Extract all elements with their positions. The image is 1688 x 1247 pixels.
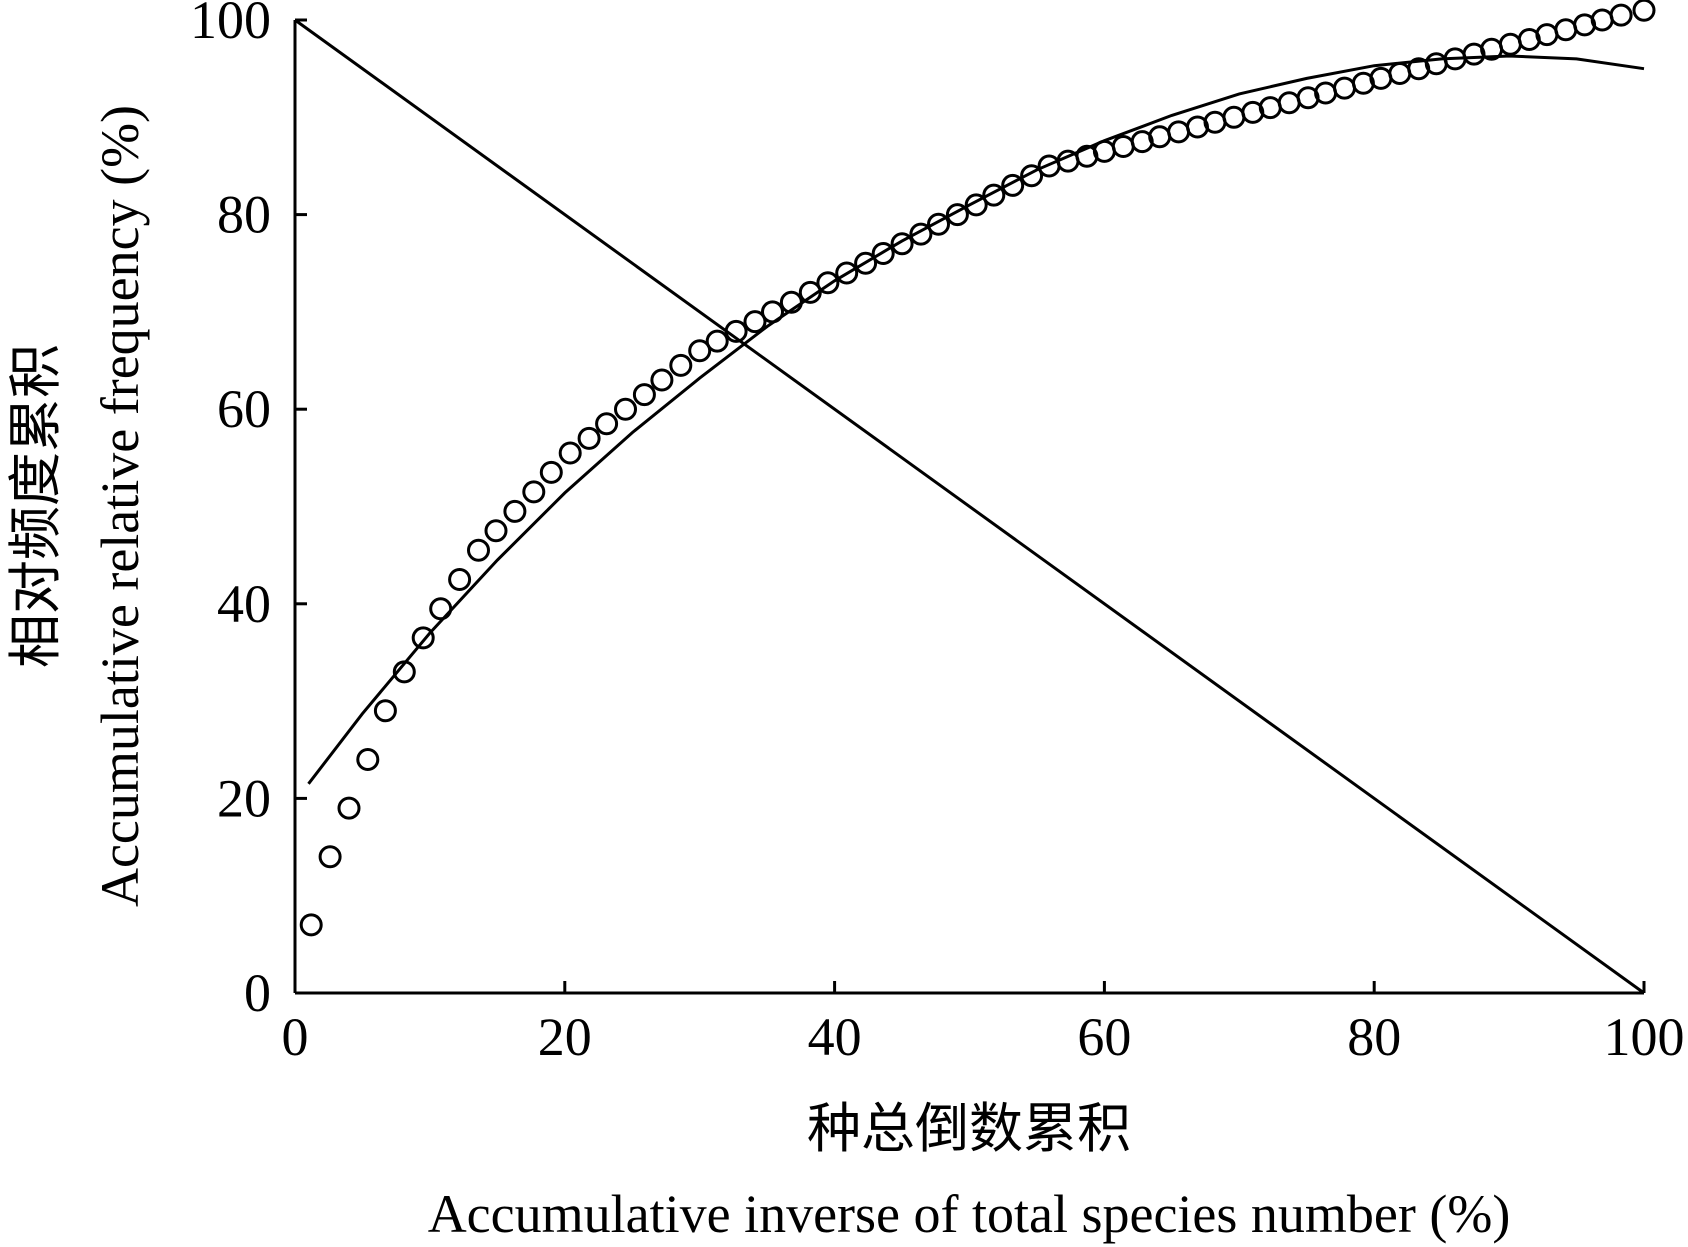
data-point — [1258, 96, 1282, 120]
x-tick-label: 40 — [808, 1007, 862, 1067]
data-point — [503, 499, 527, 523]
data-point — [964, 193, 988, 217]
data-point — [1020, 164, 1044, 188]
data-point — [835, 261, 859, 285]
data-point — [1535, 23, 1559, 47]
data-point — [1590, 8, 1614, 32]
data-point — [614, 397, 637, 421]
y-tick-label: 40 — [217, 574, 271, 634]
data-point — [595, 412, 619, 436]
data-point — [1609, 3, 1633, 27]
data-point — [705, 329, 729, 353]
data-point — [1111, 135, 1135, 158]
x-axis-title: Accumulative inverse of total species nu… — [428, 1184, 1511, 1244]
data-point — [577, 426, 601, 450]
y-tick-label: 100 — [190, 0, 271, 50]
data-point — [299, 913, 323, 937]
data-point — [1369, 66, 1393, 90]
data-point — [1167, 120, 1191, 144]
data-point — [411, 626, 435, 650]
series-points — [299, 0, 1656, 937]
data-point — [1222, 105, 1246, 129]
x-tick-label: 0 — [282, 1007, 309, 1067]
data-point — [1001, 173, 1025, 197]
data-point — [632, 383, 656, 407]
data-point — [429, 597, 453, 621]
data-point — [669, 353, 693, 377]
data-point — [890, 232, 914, 256]
series-line-straight — [294, 18, 1645, 995]
y-tick-label: 80 — [217, 185, 271, 245]
data-point — [816, 271, 840, 295]
data-point — [1554, 18, 1578, 42]
x-tick-label: 80 — [1347, 1007, 1401, 1067]
x-tick-label: 20 — [538, 1007, 592, 1067]
data-point — [373, 699, 397, 723]
data-point — [467, 538, 490, 562]
y-tick-label: 60 — [217, 379, 271, 439]
data-point — [1498, 32, 1522, 56]
y-ticks: 0 20 40 60 80 100 — [190, 0, 307, 1023]
data-point — [724, 319, 748, 343]
data-point — [448, 568, 472, 591]
x-tick-label: 100 — [1604, 1007, 1685, 1067]
data-point — [798, 280, 822, 304]
y-axis-title-cn: 相对频度累积 — [4, 344, 67, 668]
data-point — [558, 441, 582, 465]
data-point — [1388, 62, 1412, 85]
data-point — [982, 183, 1006, 207]
data-point — [1277, 91, 1301, 115]
data-point — [650, 368, 674, 392]
data-point — [484, 519, 508, 543]
x-tick-label: 60 — [1077, 1007, 1131, 1067]
data-point — [522, 480, 546, 504]
data-point — [1092, 139, 1116, 163]
data-point — [871, 242, 895, 265]
data-point — [688, 339, 712, 363]
data-point — [909, 222, 933, 246]
data-point — [927, 212, 950, 236]
data-point — [1632, 0, 1656, 22]
x-axis-title-cn: 种总倒数累积 — [807, 1097, 1131, 1160]
data-point — [743, 310, 767, 334]
data-point — [945, 203, 969, 227]
data-point — [392, 660, 416, 684]
series-line-fitted-curve — [307, 54, 1645, 785]
data-point — [1314, 81, 1338, 105]
data-point — [337, 796, 361, 820]
y-axis-title: Accumulative relative frequency (%) — [90, 105, 150, 907]
data-point — [779, 290, 803, 314]
data-point — [356, 748, 380, 771]
data-point — [1056, 149, 1080, 173]
data-point — [1424, 52, 1448, 76]
data-point — [1203, 110, 1227, 134]
data-point — [761, 300, 784, 324]
data-point — [1148, 125, 1172, 149]
data-point — [1333, 76, 1356, 100]
series-lines — [294, 18, 1645, 995]
data-point — [539, 460, 563, 484]
y-tick-label: 0 — [244, 963, 271, 1023]
y-tick-label: 20 — [217, 768, 271, 828]
x-ticks: 0 20 40 60 80 100 — [282, 981, 1685, 1067]
data-point — [318, 845, 342, 869]
axes — [293, 20, 1644, 995]
data-point — [854, 251, 878, 275]
